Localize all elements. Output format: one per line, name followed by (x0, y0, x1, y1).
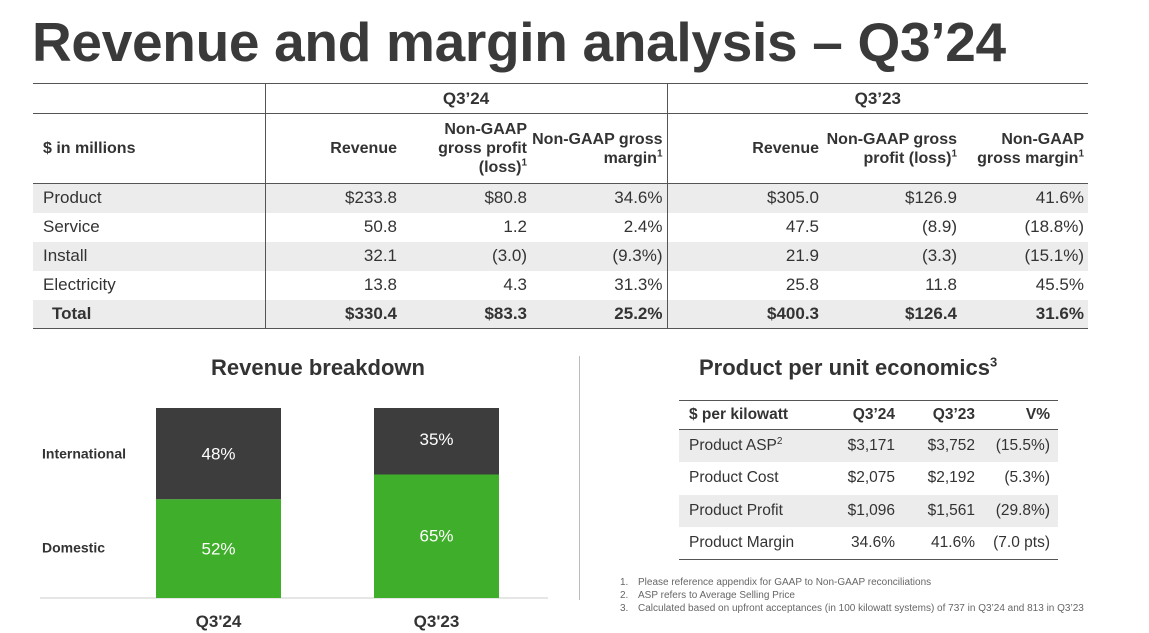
table-cell: $305.0 (666, 183, 823, 213)
table-cell: 41.6% (903, 527, 983, 560)
row-label: Product ASP2 (679, 429, 827, 462)
table-cell: (18.8%) (1024, 217, 1084, 236)
data-label-international: 48% (201, 445, 235, 464)
table-cell: (29.8%) (983, 494, 1058, 527)
table-cell: (15.1%) (961, 241, 1088, 271)
col-header-gross-margin-q3-24: Non-GAAP gross margin1 (531, 113, 667, 184)
table-cell: $80.8 (401, 183, 531, 213)
footnote-item: 1. Please reference appendix for GAAP to … (620, 577, 932, 588)
table-cell: 41.6% (961, 183, 1088, 213)
table-cell: 45.5% (1035, 275, 1084, 294)
corner-cell (33, 83, 265, 114)
table-row-install: Install 32.1 (3.0) (9.3%) 21.9 (3.3) (15… (33, 241, 1088, 271)
table-cell: (15.5%) (983, 429, 1058, 462)
per-unit-header-variance: V% (983, 400, 1058, 430)
row-label: Electricity (43, 275, 116, 294)
page-title: Revenue and margin analysis – Q3’24 (32, 11, 1006, 73)
footnotes: 1. Please reference appendix for GAAP to … (620, 576, 1084, 615)
per-unit-header-label: $ per kilowatt (679, 400, 827, 430)
table-cell: $126.9 (823, 183, 961, 213)
x-tick-label: Q3'24 (196, 612, 242, 631)
footnote-item: 2. ASP refers to Average Selling Price (620, 590, 795, 601)
table-cell: $3,752 (903, 429, 983, 462)
data-label-international: 35% (419, 430, 453, 449)
row-label-header: $ in millions (33, 113, 265, 184)
table-cell: 11.8 (925, 275, 957, 294)
table-cell: 34.6% (531, 183, 667, 213)
table-row-total: Total $330.4 $83.3 25.2% $400.3 $126.4 3… (33, 299, 1088, 329)
table-row-product: Product $233.8 $80.8 34.6% $305.0 $126.9… (33, 183, 1088, 213)
row-label: Total (33, 299, 265, 329)
table-cell: 4.3 (503, 275, 527, 294)
row-label: Service (43, 217, 100, 236)
row-label: Product Cost (689, 469, 779, 487)
table-row-electricity: Electricity 13.8 4.3 31.3% 25.8 11.8 45.… (33, 270, 1088, 300)
table-cell: (8.9) (922, 217, 957, 236)
table-cell: 32.1 (264, 241, 401, 271)
row-label: Product Margin (679, 527, 827, 560)
period-header-q3-23: Q3’23 (666, 83, 1088, 114)
table-cell: $233.8 (264, 183, 401, 213)
table-cell: (3.3) (823, 241, 961, 271)
bar-international (374, 408, 499, 475)
table-cell: 47.5 (666, 212, 823, 242)
row-label: Product (33, 183, 265, 213)
per-unit-table: $ per kilowatt Q3’24 Q3’23 V% Product AS… (679, 400, 1058, 560)
table-cell: 13.8 (264, 270, 401, 300)
period-header-q3-24: Q3’24 (264, 83, 667, 114)
table-cell: $1,096 (827, 494, 903, 527)
data-label-domestic: 65% (419, 527, 453, 546)
table-cell: $126.4 (823, 299, 961, 329)
table-cell: 21.9 (666, 241, 823, 271)
x-tick-label: Q3'23 (414, 612, 460, 631)
table-cell: 25.8 (666, 270, 823, 300)
table-cell: 2.4% (623, 217, 663, 236)
table-cell: 31.6% (961, 299, 1088, 329)
table-row-product-cost: Product Cost $2,075 $2,192 (5.3%) (679, 462, 1058, 495)
table-cell: (5.3%) (1004, 469, 1050, 487)
row-label: Install (33, 241, 265, 271)
table-cell: $330.4 (264, 299, 401, 329)
table-cell: 31.3% (614, 275, 663, 294)
table-cell: 25.2% (531, 299, 667, 329)
table-cell: $3,171 (827, 429, 903, 462)
col-header-revenue-q3-24: Revenue (264, 113, 401, 184)
table-cell: $1,561 (903, 494, 983, 527)
table-cell: $83.3 (401, 299, 531, 329)
footnote-item: 3. Calculated based on upfront acceptance… (620, 603, 1084, 614)
revenue-margin-table: Q3’24 Q3’23 $ in millions Revenue Non-GA… (33, 83, 1088, 329)
table-cell: $2,192 (927, 469, 975, 487)
per-unit-header-q3-23: Q3’23 (903, 400, 983, 430)
table-row-service: Service 50.8 1.2 2.4% 47.5 (8.9) (18.8%) (33, 212, 1088, 242)
table-row-product-margin: Product Margin 34.6% 41.6% (7.0 pts) (679, 527, 1058, 560)
revenue-breakdown-chart: 52% 48% Q3'24 65% 35% Q3'23 International Domes… (40, 408, 548, 631)
legend-label-international: International (42, 446, 126, 462)
table-cell: $400.3 (666, 299, 823, 329)
col-header-revenue-q3-23: Revenue (666, 113, 823, 184)
per-unit-header-q3-24: Q3’24 (827, 400, 903, 430)
table-cell: (9.3%) (531, 241, 667, 271)
bar-domestic (374, 474, 499, 598)
bar-international (156, 408, 281, 500)
row-label: Product Profit (679, 494, 827, 527)
col-header-gross-margin-q3-23: Non-GAAP gross margin1 (961, 113, 1088, 184)
table-cell: 1.2 (503, 217, 527, 236)
table-cell: 50.8 (264, 212, 401, 242)
col-header-gross-profit-q3-23: Non-GAAP gross profit (loss)1 (823, 113, 961, 184)
legend-label-domestic: Domestic (42, 540, 105, 556)
revenue-breakdown-title: Revenue breakdown (211, 355, 425, 380)
table-cell: (3.0) (401, 241, 531, 271)
col-header-gross-profit-q3-24: Non-GAAP gross profit (loss)1 (401, 113, 531, 184)
data-label-domestic: 52% (201, 540, 235, 559)
table-cell: 34.6% (827, 527, 903, 560)
table-row-product-profit: Product Profit $1,096 $1,561 (29.8%) (679, 494, 1058, 527)
section-divider (579, 356, 580, 600)
bar-domestic (156, 499, 281, 598)
per-unit-title: Product per unit economics3 (699, 354, 998, 380)
table-row-product-asp: Product ASP2 $3,171 $3,752 (15.5%) (679, 429, 1058, 462)
table-cell: $2,075 (847, 469, 895, 487)
table-cell: (7.0 pts) (983, 527, 1058, 560)
